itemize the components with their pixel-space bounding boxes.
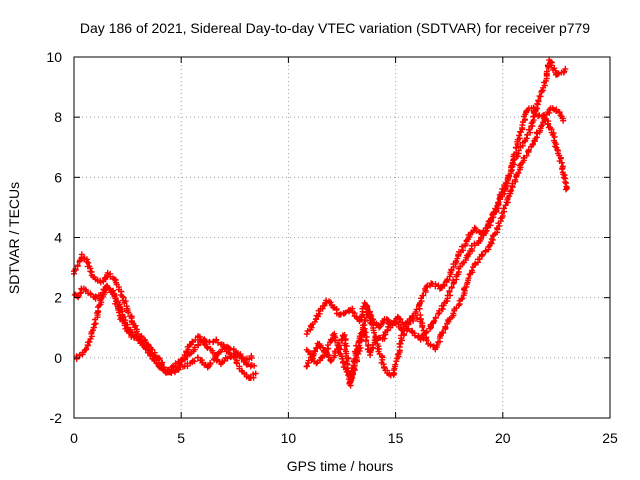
- y-tick-labels: -2 0 2 4 6 8 10: [46, 49, 62, 426]
- tick-marks: [73, 56, 611, 419]
- x-tick-label: 25: [602, 430, 618, 446]
- x-tick-label: 20: [495, 430, 511, 446]
- x-tick-label: 10: [281, 430, 297, 446]
- y-tick-label: -2: [50, 410, 63, 426]
- x-tick-label: 15: [388, 430, 404, 446]
- x-tick-label: 0: [70, 430, 78, 446]
- x-tick-label: 5: [177, 430, 185, 446]
- y-tick-label: 6: [54, 169, 62, 185]
- x-axis-label: GPS time / hours: [287, 458, 394, 474]
- y-tick-label: 2: [54, 290, 62, 306]
- y-tick-label: 4: [54, 230, 62, 246]
- x-tick-labels: 0 5 10 15 20 25: [70, 430, 618, 446]
- y-tick-label: 10: [46, 49, 62, 65]
- y-axis-label: SDTVAR / TECUs: [6, 182, 22, 294]
- y-tick-label: 0: [54, 350, 62, 366]
- chart-title: Day 186 of 2021, Sidereal Day-to-day VTE…: [80, 20, 590, 36]
- y-tick-label: 8: [54, 109, 62, 125]
